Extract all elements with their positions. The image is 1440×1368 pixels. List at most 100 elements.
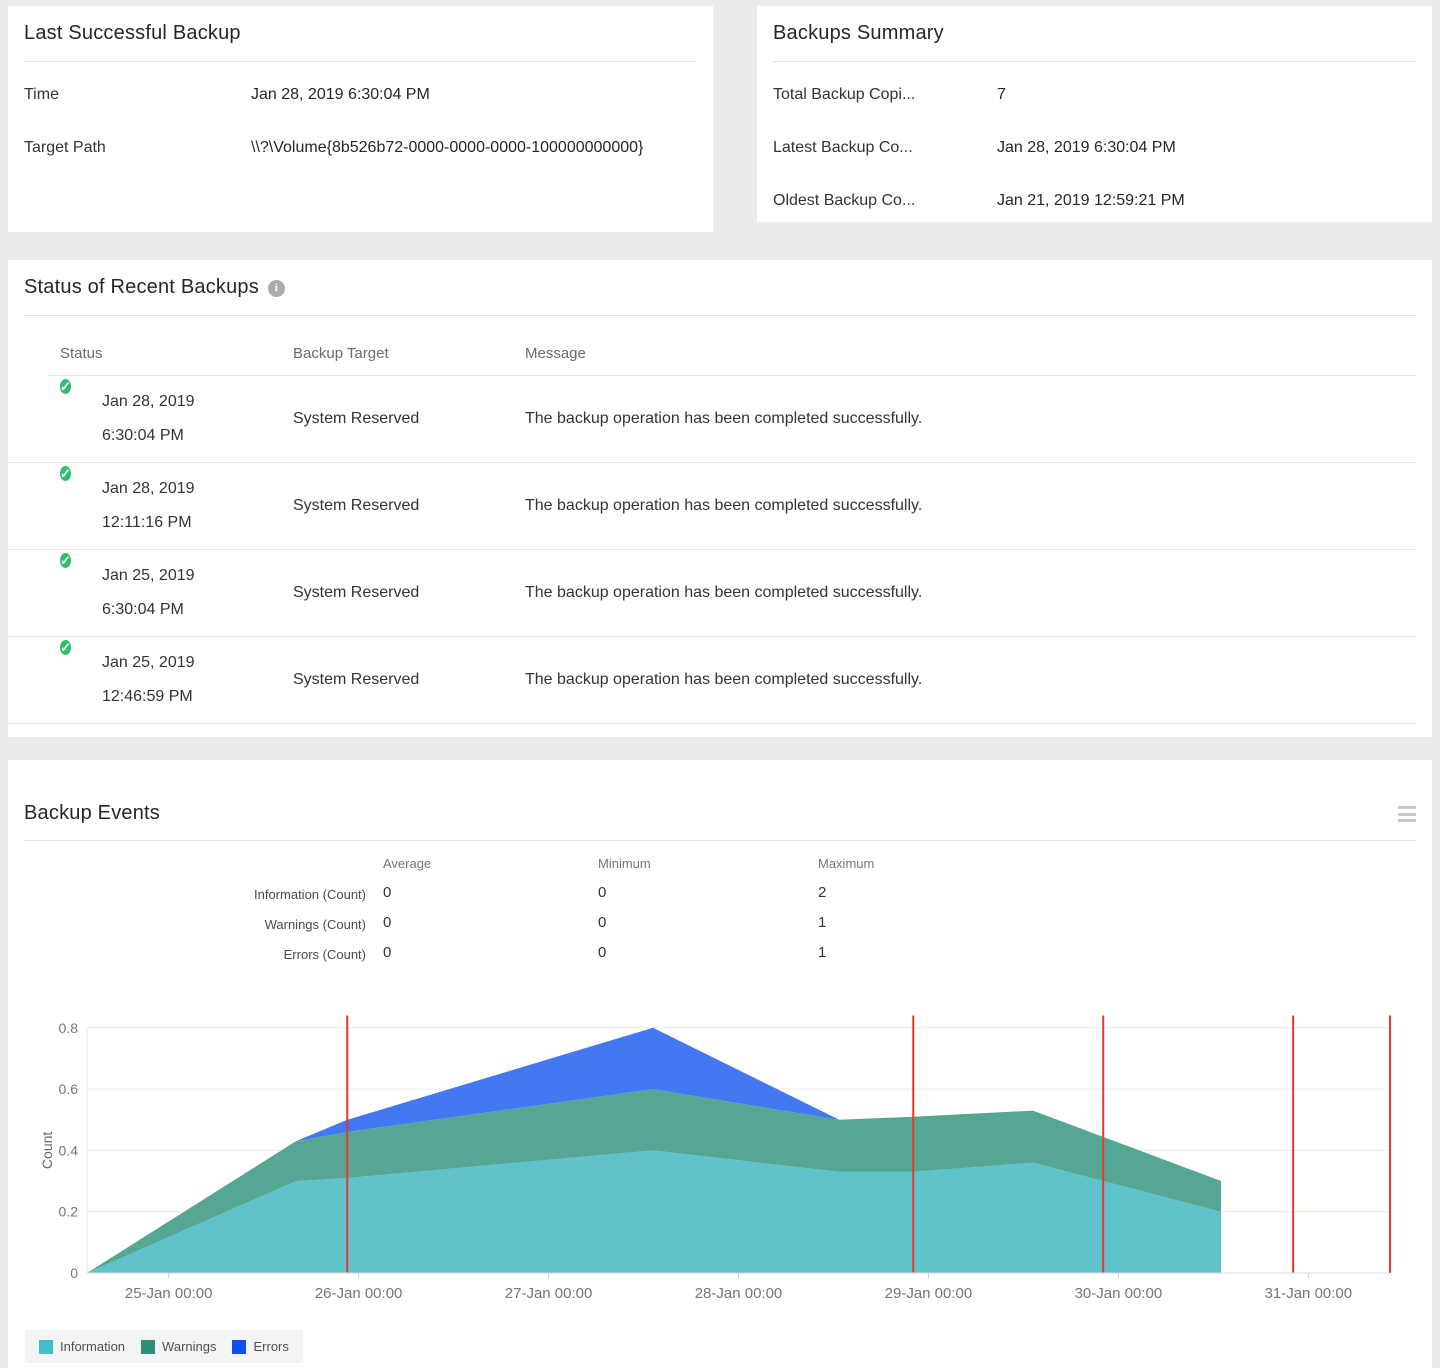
row-backup-target: System Reserved (293, 671, 420, 688)
stats-header-maximum: Maximum (818, 856, 875, 871)
time-label: Time (24, 86, 59, 103)
row-message: The backup operation has been completed … (525, 410, 923, 427)
row-backup-target: System Reserved (293, 497, 420, 514)
success-check-icon: ✓ (60, 466, 71, 481)
legend-swatch-warnings (141, 1339, 156, 1354)
row-date-line1: Jan 28, 2019 (102, 480, 195, 497)
row-date: Jan 25, 2019 6:30:04 PM (102, 550, 293, 636)
stats-warnings-maximum: 1 (818, 914, 827, 931)
stats-label-information: Information (Count) (254, 887, 366, 902)
y-tick-label: 0.4 (59, 1142, 79, 1158)
table-header: Status Backup Target Message (8, 345, 1416, 375)
table-header-divider (48, 375, 1416, 376)
x-tick-label: 30-Jan 00:00 (1075, 1285, 1163, 1302)
x-tick-label: 31-Jan 00:00 (1265, 1285, 1353, 1302)
key-value-rows: Time Jan 28, 2019 6:30:04 PM Target Path… (24, 72, 697, 178)
success-check-icon: ✓ (60, 553, 71, 568)
table-row: ✓ Jan 25, 2019 6:30:04 PM System Reserved… (8, 550, 1416, 637)
total-copies-value: 7 (997, 86, 1006, 103)
backup-events-chart: 0 0.2 0.4 0.6 0.8 Count 25-Jan 00:00 26-Jan 00:… (39, 1015, 1391, 1302)
success-check-icon: ✓ (60, 640, 71, 655)
row-date-line2: 6:30:04 PM (102, 427, 184, 444)
time-row: Time Jan 28, 2019 6:30:04 PM (24, 72, 697, 117)
row-date-line1: Jan 25, 2019 (102, 567, 195, 584)
x-tick-label: 27-Jan 00:00 (505, 1285, 593, 1302)
latest-copy-label: Latest Backup Co... (773, 139, 913, 156)
y-tick-label: 0.8 (59, 1020, 79, 1036)
chart-menu-icon[interactable] (1398, 806, 1416, 822)
stats-header-minimum: Minimum (598, 856, 651, 871)
stats-errors-average: 0 (383, 944, 392, 961)
row-backup-target: System Reserved (293, 584, 420, 601)
divider (773, 61, 1416, 62)
table-row: ✓ Jan 28, 2019 12:11:16 PM System Reserve… (8, 463, 1416, 550)
legend-item-information[interactable]: Information (39, 1339, 125, 1354)
row-message: The backup operation has been completed … (525, 671, 923, 688)
panel-title-text: Status of Recent Backups (24, 276, 259, 298)
time-value: Jan 28, 2019 6:30:04 PM (251, 86, 430, 103)
legend-label: Information (60, 1339, 126, 1354)
panel-backup-events: Backup Events Average Minimum Maximum In… (8, 760, 1432, 1368)
area-information (87, 1150, 1221, 1273)
stats-label-warnings: Warnings (Count) (264, 917, 366, 932)
stats-errors-maximum: 1 (818, 944, 827, 961)
row-date-line1: Jan 28, 2019 (102, 393, 195, 410)
target-path-row: Target Path \\?\Volume{8b526b72-0000-000… (24, 125, 697, 170)
panel-status-of-recent-backups: Status of Recent Backups i Status Backup … (8, 260, 1432, 737)
oldest-copy-label: Oldest Backup Co... (773, 192, 916, 209)
table-row: ✓ Jan 28, 2019 6:30:04 PM System Reserved… (8, 376, 1416, 463)
total-copies-label: Total Backup Copi... (773, 86, 916, 103)
y-axis-title: Count (39, 1132, 55, 1169)
row-date-line1: Jan 25, 2019 (102, 654, 195, 671)
stats-information-average: 0 (383, 884, 392, 901)
legend-swatch-errors (232, 1339, 247, 1354)
y-tick-label: 0.6 (59, 1081, 79, 1097)
x-tick-label: 29-Jan 00:00 (885, 1285, 973, 1302)
events-stats-table: Average Minimum Maximum Information (Cou… (108, 856, 1038, 974)
column-header-backup-target: Backup Target (293, 345, 389, 362)
panel-title: Backups Summary (773, 22, 944, 44)
y-tick-label: 0 (70, 1265, 78, 1281)
area-warnings (87, 1089, 1221, 1273)
legend-item-warnings[interactable]: Warnings (141, 1339, 216, 1354)
y-tick-label: 0.2 (59, 1204, 79, 1220)
total-copies-row: Total Backup Copi... 7 (773, 72, 1416, 117)
column-header-message: Message (525, 345, 586, 362)
stats-header-average: Average (383, 856, 432, 871)
target-path-value: \\?\Volume{8b526b72-0000-0000-0000-10000… (251, 139, 644, 156)
panel-title: Status of Recent Backups i (24, 276, 285, 299)
table-row: ✓ Jan 25, 2019 12:46:59 PM System Reserve… (8, 637, 1416, 724)
x-tick-label: 25-Jan 00:00 (125, 1285, 213, 1302)
legend-label: Errors (253, 1339, 289, 1354)
stats-label-errors: Errors (Count) (283, 947, 366, 962)
row-date-line2: 12:11:16 PM (102, 514, 192, 531)
row-message: The backup operation has been completed … (525, 497, 923, 514)
row-backup-target: System Reserved (293, 410, 420, 427)
row-date: Jan 28, 2019 12:11:16 PM (102, 463, 293, 549)
panel-backups-summary: Backups Summary Total Backup Copi... 7 L… (757, 6, 1432, 222)
x-tick-label: 26-Jan 00:00 (315, 1285, 403, 1302)
x-tick-label: 28-Jan 00:00 (695, 1285, 783, 1302)
divider (24, 315, 1416, 316)
key-value-rows: Total Backup Copi... 7 Latest Backup Co.… (773, 72, 1416, 231)
panel-title: Last Successful Backup (24, 22, 241, 44)
divider (24, 840, 1416, 841)
info-icon[interactable]: i (267, 280, 285, 297)
legend-item-errors[interactable]: Errors (232, 1339, 289, 1354)
panel-last-successful-backup: Last Successful Backup Time Jan 28, 2019… (8, 6, 713, 232)
stats-warnings-average: 0 (383, 914, 392, 931)
target-path-label: Target Path (24, 139, 106, 156)
panel-title: Backup Events (24, 802, 161, 824)
stats-warnings-minimum: 0 (598, 914, 607, 931)
oldest-copy-value: Jan 21, 2019 12:59:21 PM (997, 192, 1185, 209)
stats-information-minimum: 0 (598, 884, 607, 901)
row-date: Jan 25, 2019 12:46:59 PM (102, 637, 293, 723)
chart-legend: Information Warnings Errors (25, 1330, 303, 1363)
stats-errors-minimum: 0 (598, 944, 607, 961)
divider (24, 61, 697, 62)
area-errors (87, 1027, 1221, 1273)
latest-copy-row: Latest Backup Co... Jan 28, 2019 6:30:04… (773, 125, 1416, 170)
legend-swatch-information (39, 1339, 53, 1354)
column-header-status: Status (60, 345, 103, 362)
